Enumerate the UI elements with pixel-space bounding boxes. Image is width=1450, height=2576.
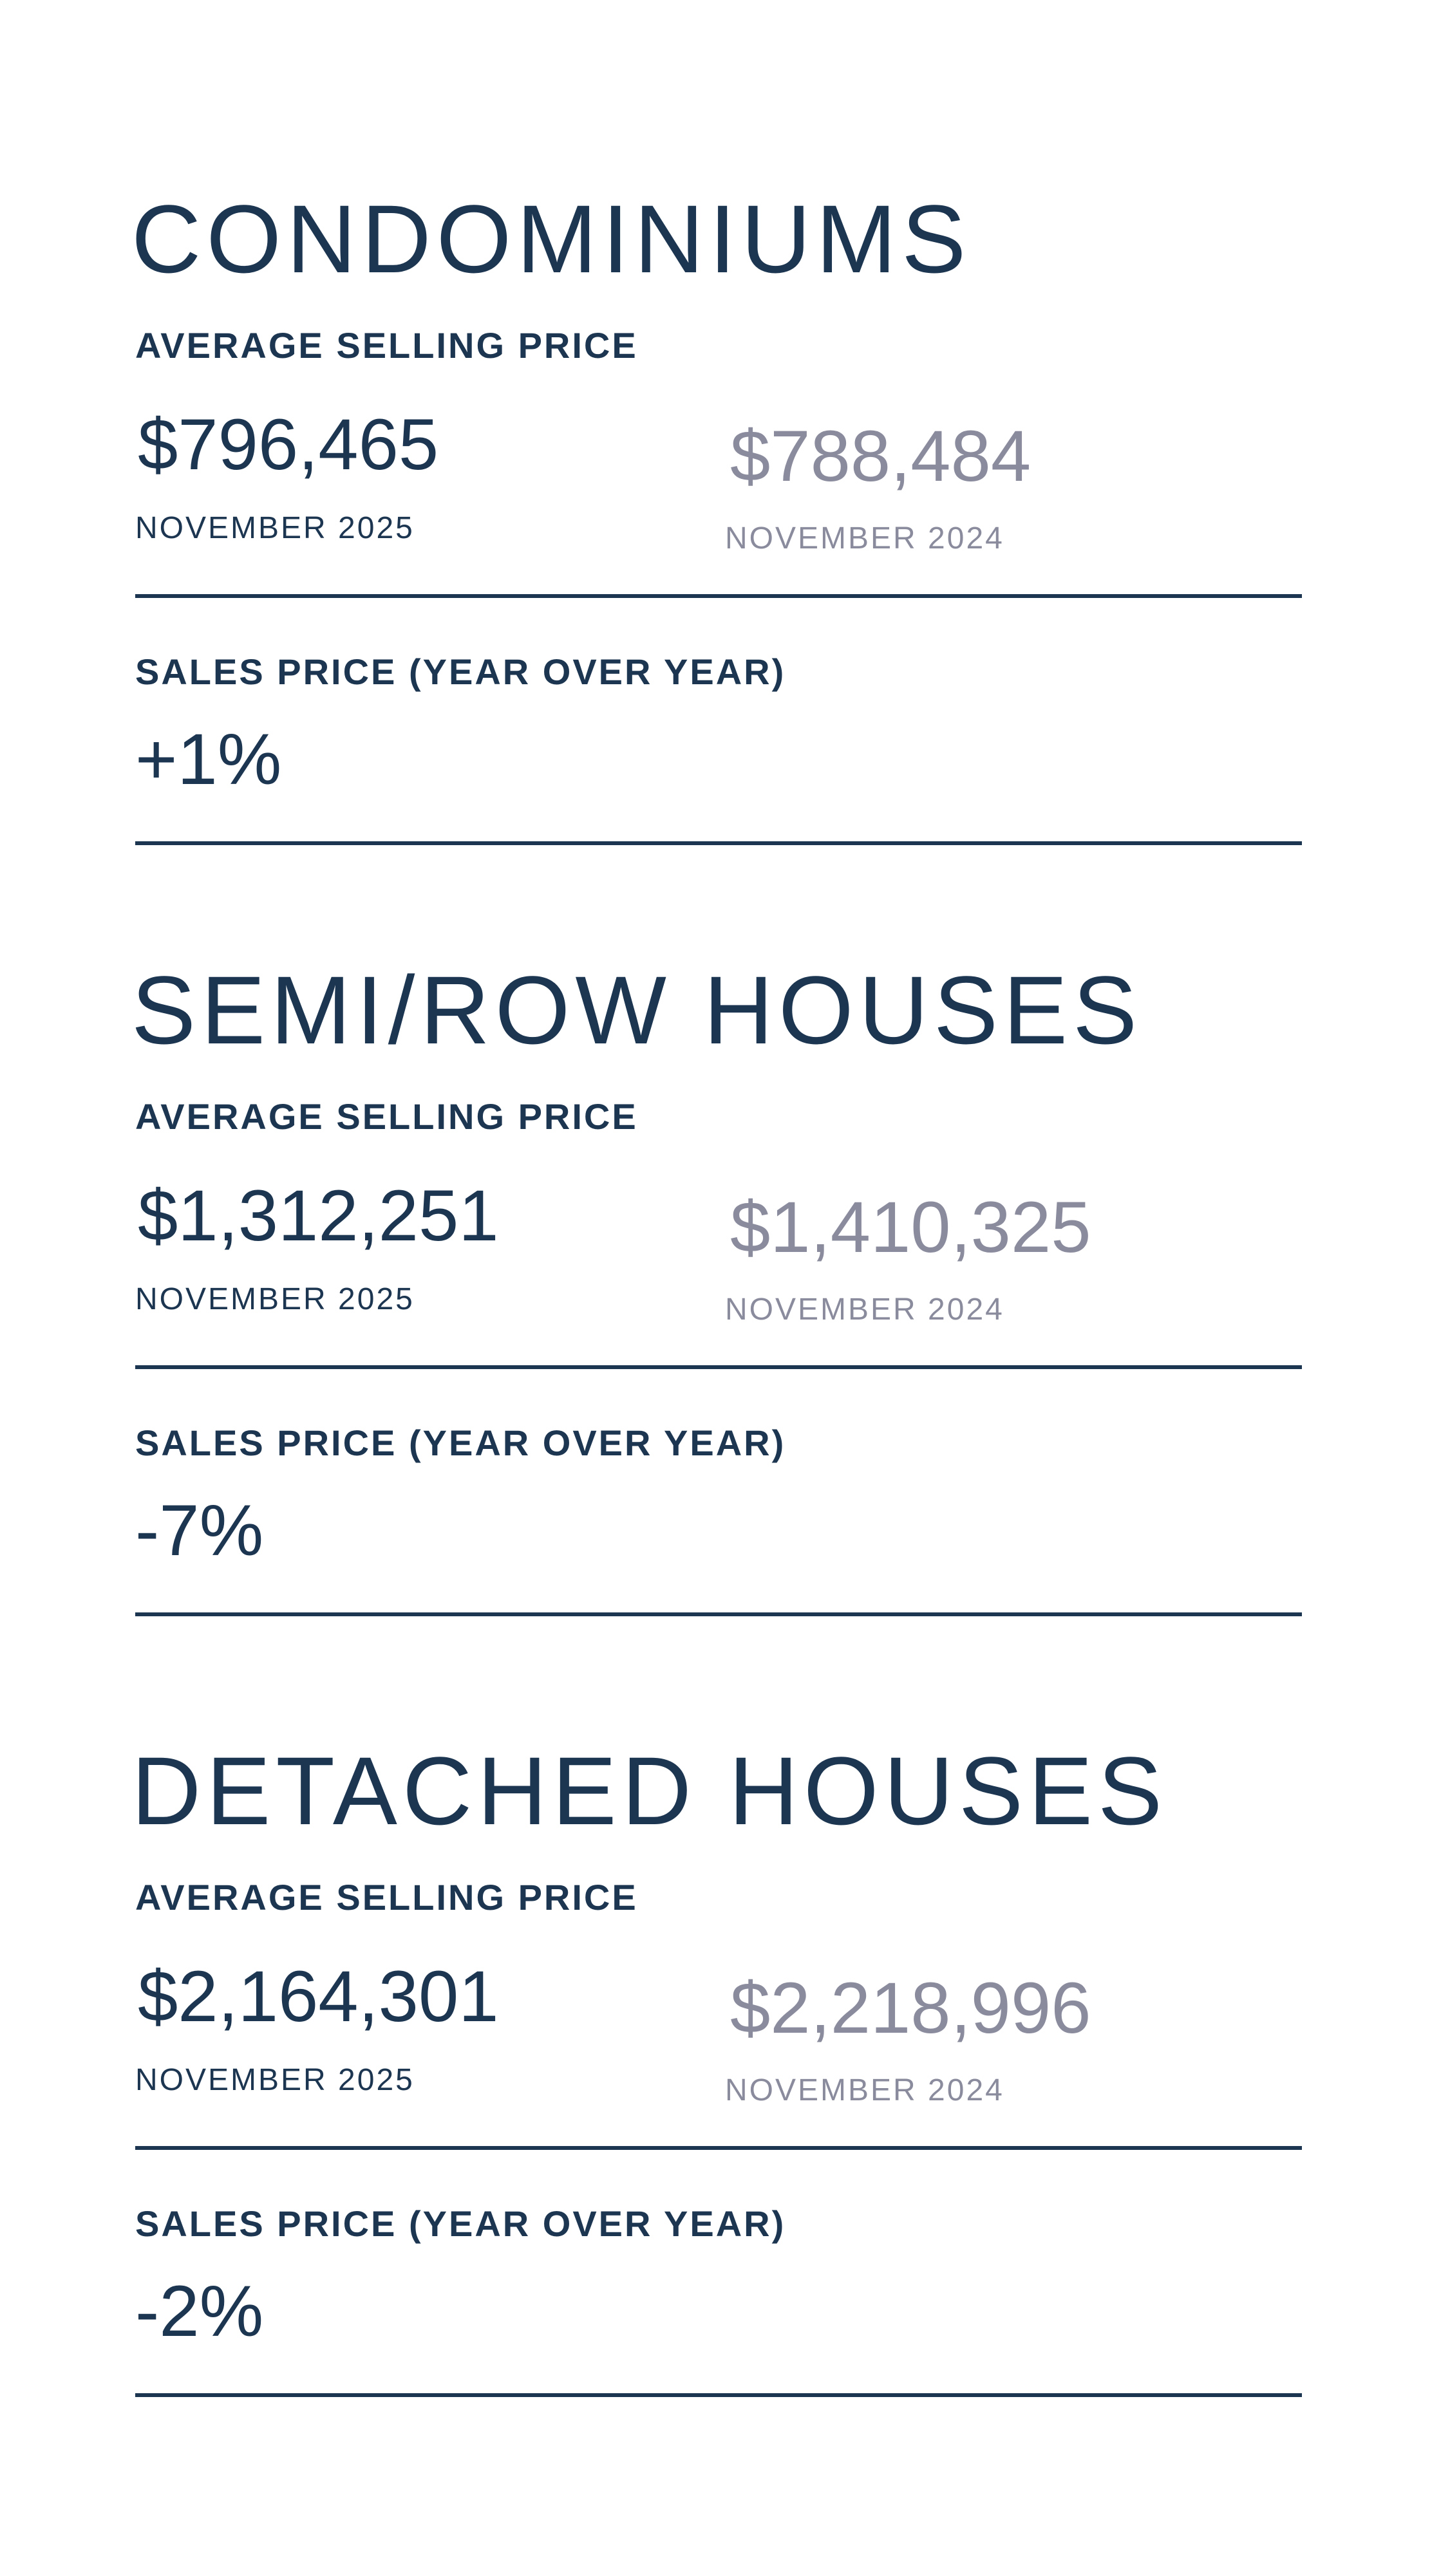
yoy-label: SALES PRICE (YEAR OVER YEAR): [135, 1423, 786, 1463]
prior-date: NOVEMBER 2024: [725, 1293, 1004, 1327]
average-label: AVERAGE SELLING PRICE: [135, 1877, 638, 1918]
prior-price: $788,484: [730, 416, 1031, 496]
yoy-value: +1%: [135, 719, 282, 799]
divider: [135, 594, 1302, 598]
divider: [135, 2393, 1302, 2397]
prior-date: NOVEMBER 2024: [725, 521, 1004, 555]
divider: [135, 1612, 1302, 1616]
average-label: AVERAGE SELLING PRICE: [135, 325, 638, 366]
divider: [135, 1365, 1302, 1369]
yoy-label: SALES PRICE (YEAR OVER YEAR): [135, 2203, 786, 2244]
section-title: CONDOMINIUMS: [131, 185, 972, 293]
average-label: AVERAGE SELLING PRICE: [135, 1096, 638, 1137]
current-price: $1,312,251: [138, 1175, 499, 1256]
yoy-value: -7%: [135, 1490, 264, 1571]
current-date: NOVEMBER 2025: [135, 511, 415, 545]
prior-price: $2,218,996: [730, 1968, 1091, 2048]
current-date: NOVEMBER 2025: [135, 1282, 415, 1316]
prior-price: $1,410,325: [730, 1187, 1091, 1267]
section-title: DETACHED HOUSES: [131, 1737, 1168, 1845]
current-price: $2,164,301: [138, 1956, 499, 2037]
prior-date: NOVEMBER 2024: [725, 2073, 1004, 2107]
current-date: NOVEMBER 2025: [135, 2063, 415, 2097]
yoy-label: SALES PRICE (YEAR OVER YEAR): [135, 651, 786, 692]
current-price: $796,465: [138, 404, 439, 485]
divider: [135, 841, 1302, 845]
yoy-value: -2%: [135, 2271, 264, 2351]
divider: [135, 2146, 1302, 2150]
section-title: SEMI/ROW HOUSES: [131, 956, 1143, 1064]
